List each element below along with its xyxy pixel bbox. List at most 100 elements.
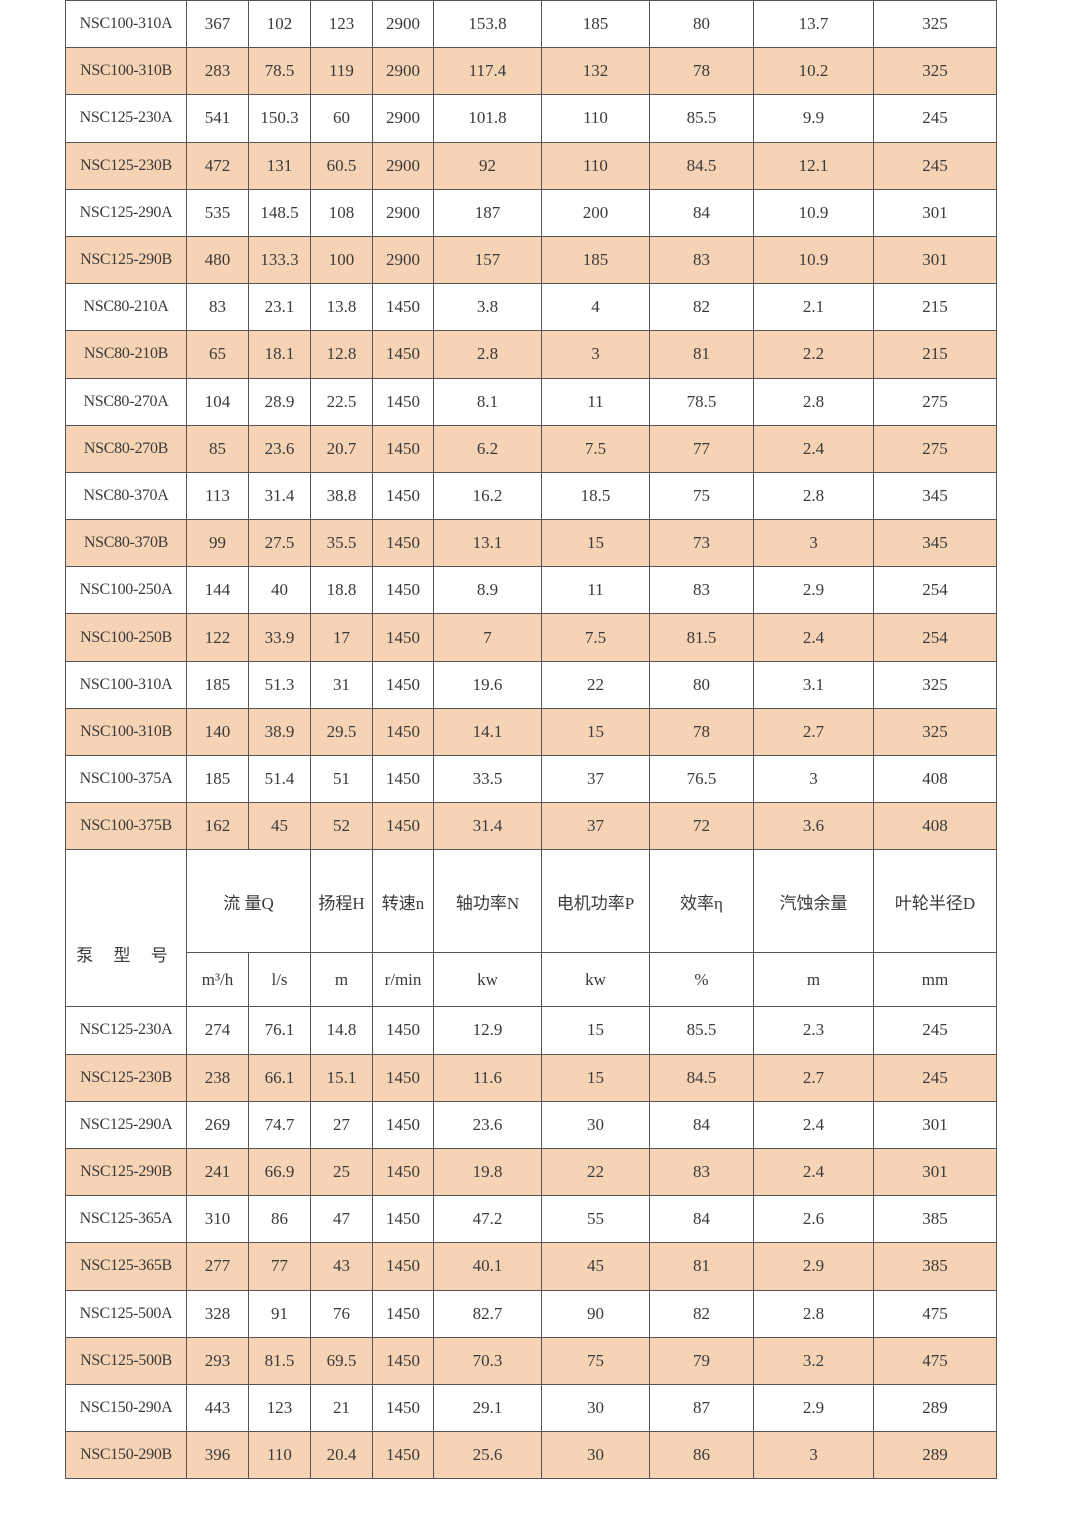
cell-shaft-power: 2.8 — [433, 330, 542, 379]
cell-head: 69.5 — [310, 1336, 373, 1385]
cell-efficiency: 76.5 — [649, 754, 754, 804]
cell-efficiency: 75 — [649, 471, 754, 521]
cell-shaft-power: 70.3 — [433, 1336, 542, 1385]
cell-speed: 1450 — [372, 1431, 434, 1480]
cell-motor-power: 18.5 — [541, 471, 650, 521]
cell-head: 123 — [310, 0, 373, 49]
cell-head: 43 — [310, 1242, 373, 1291]
table-row: NSC125-230A 541 150.3 60 2900 101.8 110 85.5 9.9… — [65, 94, 997, 143]
cell-head: 100 — [310, 235, 373, 285]
cell-shaft-power: 29.1 — [433, 1383, 542, 1433]
cell-shaft-power: 117.4 — [433, 47, 542, 96]
cell-flow-ls: 131 — [248, 141, 311, 190]
cell-flow-m3h: 241 — [186, 1147, 249, 1197]
cell-shaft-power: 153.8 — [433, 0, 542, 49]
cell-head: 13.8 — [310, 283, 373, 332]
cell-head: 14.8 — [310, 1006, 373, 1055]
cell-head: 60.5 — [310, 141, 373, 190]
cell-shaft-power: 23.6 — [433, 1100, 542, 1149]
cell-impeller: 408 — [873, 754, 997, 804]
cell-flow-m3h: 328 — [186, 1289, 249, 1338]
cell-impeller: 325 — [873, 660, 997, 709]
header-flow: 流 量Q — [186, 849, 311, 954]
cell-speed: 1450 — [372, 519, 434, 568]
header-model: 泵 型 号 — [65, 849, 187, 1008]
cell-npsh: 2.7 — [753, 1053, 874, 1102]
cell-motor-power: 185 — [541, 235, 650, 285]
cell-motor-power: 11 — [541, 566, 650, 615]
cell-efficiency: 77 — [649, 424, 754, 473]
cell-npsh: 10.9 — [753, 235, 874, 285]
cell-model: NSC100-310A — [65, 660, 187, 709]
table-row: NSC100-310A 367 102 123 2900 153.8 185 80 13.7 32… — [65, 0, 997, 49]
cell-efficiency: 86 — [649, 1431, 754, 1480]
cell-shaft-power: 19.6 — [433, 660, 542, 709]
cell-npsh: 3.6 — [753, 802, 874, 851]
cell-npsh: 2.4 — [753, 613, 874, 662]
cell-model: NSC125-290B — [65, 1147, 187, 1197]
cell-speed: 1450 — [372, 566, 434, 615]
pump-spec-table: NSC100-310A 367 102 123 2900 153.8 185 80 13.7 32… — [65, 0, 997, 1480]
cell-impeller: 345 — [873, 471, 997, 521]
cell-motor-power: 30 — [541, 1383, 650, 1433]
cell-model: NSC125-500A — [65, 1289, 187, 1338]
cell-efficiency: 78.5 — [649, 377, 754, 426]
table-body-bottom: NSC125-230A 274 76.1 14.8 1450 12.9 15 85.5 2.3 2… — [65, 1006, 997, 1480]
cell-motor-power: 11 — [541, 377, 650, 426]
cell-speed: 1450 — [372, 1242, 434, 1291]
cell-shaft-power: 25.6 — [433, 1431, 542, 1480]
cell-model: NSC80-370A — [65, 471, 187, 521]
cell-head: 12.8 — [310, 330, 373, 379]
cell-model: NSC125-230A — [65, 94, 187, 143]
cell-flow-ls: 51.4 — [248, 754, 311, 804]
cell-model: NSC125-365B — [65, 1242, 187, 1291]
cell-impeller: 325 — [873, 707, 997, 757]
cell-efficiency: 84 — [649, 188, 754, 237]
table-row: NSC125-290A 535 148.5 108 2900 187 200 84 10.9 30… — [65, 188, 997, 237]
cell-head: 18.8 — [310, 566, 373, 615]
cell-npsh: 3 — [753, 519, 874, 568]
cell-flow-ls: 148.5 — [248, 188, 311, 237]
table-row: NSC125-230B 472 131 60.5 2900 92 110 84.5 12.1 24… — [65, 141, 997, 190]
cell-speed: 1450 — [372, 1336, 434, 1385]
cell-npsh: 2.9 — [753, 566, 874, 615]
cell-efficiency: 81.5 — [649, 613, 754, 662]
cell-speed: 2900 — [372, 188, 434, 237]
cell-impeller: 215 — [873, 330, 997, 379]
cell-npsh: 2.8 — [753, 377, 874, 426]
cell-flow-m3h: 293 — [186, 1336, 249, 1385]
units-row: m³/h l/s m r/min kw kw % m mm — [66, 952, 997, 1008]
cell-motor-power: 132 — [541, 47, 650, 96]
cell-impeller: 254 — [873, 566, 997, 615]
cell-flow-m3h: 443 — [186, 1383, 249, 1433]
cell-model: NSC100-375B — [65, 802, 187, 851]
cell-flow-ls: 28.9 — [248, 377, 311, 426]
cell-shaft-power: 16.2 — [433, 471, 542, 521]
cell-speed: 1450 — [372, 471, 434, 521]
cell-flow-m3h: 283 — [186, 47, 249, 96]
cell-npsh: 3.1 — [753, 660, 874, 709]
cell-shaft-power: 12.9 — [433, 1006, 542, 1055]
cell-flow-m3h: 122 — [186, 613, 249, 662]
unit-shaft-power: kw — [433, 952, 542, 1008]
cell-efficiency: 83 — [649, 1147, 754, 1197]
cell-flow-ls: 74.7 — [248, 1100, 311, 1149]
table-row: NSC100-250B 122 33.9 17 1450 7 7.5 81.5 2.4 254 — [65, 613, 997, 662]
header-impeller: 叶轮半径D — [873, 849, 997, 954]
cell-efficiency: 80 — [649, 660, 754, 709]
cell-motor-power: 15 — [541, 1006, 650, 1055]
cell-flow-ls: 23.6 — [248, 424, 311, 473]
cell-flow-m3h: 140 — [186, 707, 249, 757]
cell-npsh: 2.8 — [753, 1289, 874, 1338]
unit-speed: r/min — [372, 952, 434, 1008]
cell-motor-power: 22 — [541, 1147, 650, 1197]
cell-efficiency: 80 — [649, 0, 754, 49]
cell-efficiency: 81 — [649, 330, 754, 379]
cell-efficiency: 85.5 — [649, 1006, 754, 1055]
cell-shaft-power: 31.4 — [433, 802, 542, 851]
cell-flow-m3h: 113 — [186, 471, 249, 521]
cell-flow-m3h: 144 — [186, 566, 249, 615]
cell-model: NSC125-290A — [65, 188, 187, 237]
cell-flow-ls: 38.9 — [248, 707, 311, 757]
cell-flow-m3h: 269 — [186, 1100, 249, 1149]
